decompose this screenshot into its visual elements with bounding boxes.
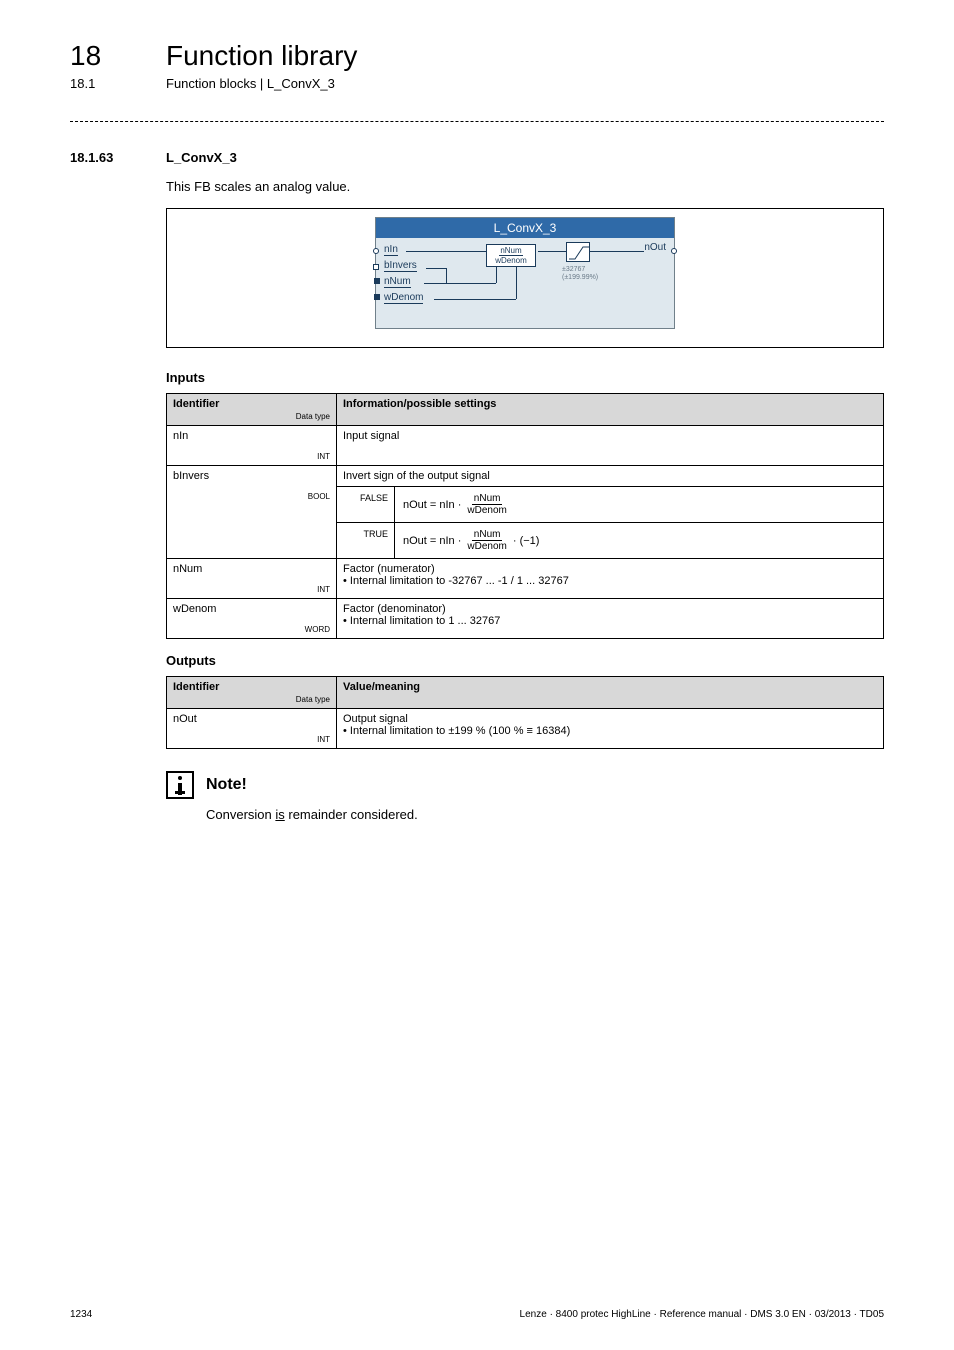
limiter-icon — [566, 242, 590, 262]
cell-dtype: WORD — [173, 625, 330, 634]
table-header-row: Identifier Data type Value/meaning — [167, 677, 884, 709]
wire — [434, 299, 516, 300]
cell-formula: nOut = nIn · nNumwDenom · (−1) — [395, 523, 883, 558]
col-identifier: Identifier — [173, 681, 219, 693]
fb-title: L_ConvX_3 — [376, 218, 674, 238]
port-wdenom: wDenom — [384, 292, 423, 304]
table-row: nIn INT Input signal — [167, 426, 884, 466]
port-nin: nIn — [384, 244, 398, 256]
port-circle-icon — [671, 248, 677, 254]
table-header-row: Identifier Data type Information/possibl… — [167, 394, 884, 426]
fraction-box: nNum wDenom — [486, 244, 536, 267]
cell-dtype: INT — [173, 585, 330, 594]
col-datatype: Data type — [173, 412, 330, 421]
note-label: Note! — [206, 776, 247, 794]
chapter-number: 18 — [70, 40, 166, 72]
footer-info: Lenze · 8400 protec HighLine · Reference… — [520, 1309, 884, 1320]
cell-id: nNum — [173, 563, 202, 575]
inputs-table: Identifier Data type Information/possibl… — [166, 393, 884, 639]
table-row: nNum INT Factor (numerator) • Internal l… — [167, 559, 884, 599]
cell-bullet: • Internal limitation to -32767 ... -1 /… — [343, 575, 569, 587]
port-binvers: bInvers — [384, 260, 417, 272]
port-circle-icon — [373, 248, 379, 254]
subsection-number: 18.1.63 — [70, 150, 166, 165]
cell-dtype: INT — [173, 735, 330, 744]
cell-dtype: INT — [173, 452, 330, 461]
col-identifier: Identifier — [173, 398, 219, 410]
cell-id: nOut — [173, 713, 197, 725]
fb-diagram: L_ConvX_3 nIn bInvers nNum wDenom n — [166, 208, 884, 348]
port-square-icon — [373, 264, 379, 270]
wire — [496, 266, 497, 283]
cell-info: Invert sign of the output signal — [337, 466, 884, 487]
wire — [538, 251, 566, 252]
wire — [590, 251, 650, 252]
info-icon — [166, 771, 194, 799]
cell-id: bInvers — [173, 470, 209, 482]
cell-dtype: BOOL — [173, 492, 330, 501]
cell-id: nIn — [173, 430, 188, 442]
inputs-heading: Inputs — [166, 370, 884, 385]
port-dark-square-icon — [374, 294, 380, 300]
page-number: 1234 — [70, 1309, 92, 1320]
cell-sub-label: TRUE — [337, 523, 395, 558]
cell-id: wDenom — [173, 603, 216, 615]
col-info: Information/possible settings — [337, 394, 884, 426]
outputs-table: Identifier Data type Value/meaning nOut … — [166, 676, 884, 749]
cell-bullet: • Internal limitation to ±199 % (100 % ≡… — [343, 725, 570, 737]
col-datatype: Data type — [173, 695, 330, 704]
cell-info: Factor (numerator) — [343, 563, 435, 575]
table-row: wDenom WORD Factor (denominator) • Inter… — [167, 599, 884, 639]
frac-numerator: nNum — [499, 247, 522, 256]
port-dark-square-icon — [374, 278, 380, 284]
cell-info: Output signal — [343, 713, 408, 725]
cell-info: Input signal — [337, 426, 884, 466]
cell-bullet: • Internal limitation to 1 ... 32767 — [343, 615, 500, 627]
chapter-title: Function library — [166, 40, 357, 72]
cell-formula: nOut = nIn · nNumwDenom — [395, 487, 883, 522]
port-nout: nOut — [644, 242, 666, 253]
note-text: Conversion is remainder considered. — [206, 807, 884, 822]
subsection-title: L_ConvX_3 — [166, 150, 237, 165]
wire — [424, 283, 496, 284]
cell-info: Factor (denominator) — [343, 603, 446, 615]
frac-denominator: wDenom — [495, 256, 527, 265]
wire — [426, 268, 446, 269]
section-number: 18.1 — [70, 76, 166, 91]
intro-text: This FB scales an analog value. — [166, 179, 884, 194]
table-row: nOut INT Output signal • Internal limita… — [167, 709, 884, 749]
col-value: Value/meaning — [337, 677, 884, 709]
divider — [70, 121, 884, 122]
limiter-note: ±32767(±199.99%) — [562, 266, 598, 281]
wire — [516, 266, 517, 299]
outputs-heading: Outputs — [166, 653, 884, 668]
wire — [406, 251, 486, 252]
table-row: bInvers BOOL Invert sign of the output s… — [167, 466, 884, 487]
section-title: Function blocks | L_ConvX_3 — [166, 76, 335, 91]
port-nnum: nNum — [384, 276, 411, 288]
cell-sub-label: FALSE — [337, 487, 395, 522]
wire — [446, 268, 447, 283]
